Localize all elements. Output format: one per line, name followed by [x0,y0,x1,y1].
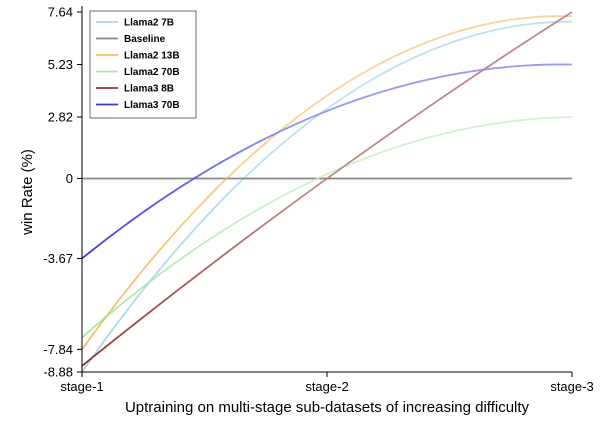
y-ticks: 7.64 5.23 2.82 0 -3.67 -7.84 -8.88 [43,5,82,380]
legend-label: Llama2 7B [124,18,174,29]
series-line-llama3-8b [81,11,573,367]
legend-label: Llama2 13B [124,51,180,62]
legend-label: Llama2 70B [124,67,180,78]
y-tick-label: -8.88 [43,365,73,380]
x-tick-label: stage-1 [60,379,103,394]
y-tick-label: -7.84 [43,342,73,357]
y-tick-label: 7.64 [48,5,73,20]
x-tick-label: stage-2 [305,379,348,394]
legend-box [89,10,197,119]
series-line-llama2-13b [81,15,573,350]
legend-label: Llama3 70B [124,100,180,111]
legend-label: Baseline [124,34,166,45]
x-axis-title: Uptraining on multi-stage sub-datasets o… [125,399,530,416]
series-layer [81,11,573,373]
legend: Llama2 7B Baseline Llama2 13B Llama2 70B Lla… [89,10,197,119]
series-line-llama3-70b [81,63,573,260]
legend-label: Llama3 8B [124,84,174,95]
y-axis-title: win Rate (%) [19,149,36,236]
y-tick-label: 0 [66,171,73,186]
series-line-llama2-70b [81,116,573,339]
y-tick-label: -3.67 [43,251,73,266]
y-tick-label: 5.23 [48,57,73,72]
x-tick-label: stage-3 [550,379,593,394]
x-ticks: stage-1 stage-2 stage-3 [60,372,594,394]
y-tick-label: 2.82 [48,110,73,125]
